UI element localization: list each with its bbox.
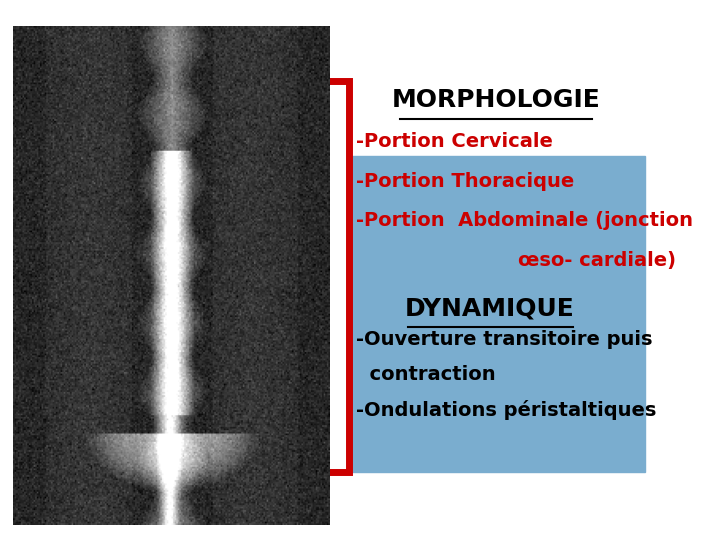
- Text: -Portion  Abdominale (jonction: -Portion Abdominale (jonction: [356, 211, 693, 230]
- Text: -Portion Thoracique: -Portion Thoracique: [356, 172, 574, 191]
- Text: contraction: contraction: [356, 365, 495, 384]
- Text: -Portion Cervicale: -Portion Cervicale: [356, 132, 552, 151]
- Text: œso- cardiale): œso- cardiale): [356, 251, 675, 269]
- Text: -Ouverture transitoire puis: -Ouverture transitoire puis: [356, 330, 652, 349]
- Text: MORPHOLOGIE: MORPHOLOGIE: [391, 88, 600, 112]
- FancyBboxPatch shape: [347, 156, 645, 473]
- Text: -Ondulations péristaltiques: -Ondulations péristaltiques: [356, 400, 656, 420]
- Text: DYNAMIQUE: DYNAMIQUE: [405, 296, 575, 320]
